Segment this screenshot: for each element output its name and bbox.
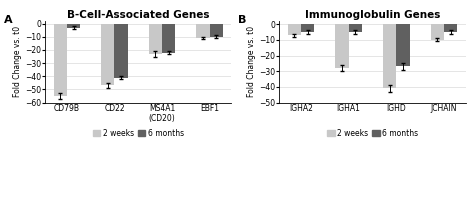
- Bar: [349, 24, 362, 32]
- Bar: [444, 24, 457, 32]
- Legend: 2 weeks, 6 months: 2 weeks, 6 months: [324, 126, 421, 141]
- Bar: [210, 24, 223, 37]
- Bar: [101, 24, 114, 85]
- Title: Immunoglobulin Genes: Immunoglobulin Genes: [305, 10, 440, 20]
- Bar: [162, 24, 175, 53]
- Y-axis label: Fold Change vs. t0: Fold Change vs. t0: [13, 26, 22, 97]
- Legend: 2 weeks, 6 months: 2 weeks, 6 months: [90, 126, 187, 141]
- Bar: [336, 24, 349, 68]
- Bar: [67, 24, 80, 28]
- Bar: [301, 24, 314, 32]
- Bar: [149, 24, 162, 54]
- Text: A: A: [4, 14, 13, 25]
- Bar: [114, 24, 128, 77]
- Text: B: B: [238, 14, 246, 25]
- Bar: [288, 24, 301, 35]
- Bar: [196, 24, 210, 38]
- Title: B-Cell-Associated Genes: B-Cell-Associated Genes: [67, 10, 210, 20]
- Bar: [396, 24, 410, 67]
- Bar: [430, 24, 444, 40]
- Y-axis label: Fold Change vs. t0: Fold Change vs. t0: [247, 26, 256, 97]
- Bar: [383, 24, 396, 88]
- Bar: [54, 24, 67, 96]
